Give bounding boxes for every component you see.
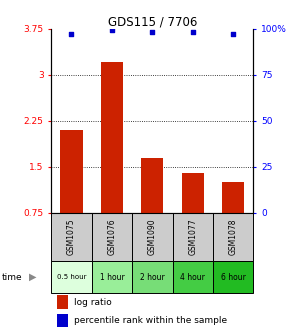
Bar: [173, 213, 213, 261]
Bar: [92, 261, 132, 293]
Text: log ratio: log ratio: [74, 298, 111, 307]
Bar: [60, 130, 83, 213]
Point: [231, 31, 236, 37]
Text: GSM1090: GSM1090: [148, 219, 157, 255]
Text: percentile rank within the sample: percentile rank within the sample: [74, 316, 227, 325]
Bar: [182, 173, 204, 213]
Text: 2 hour: 2 hour: [140, 272, 165, 282]
Point: [110, 28, 114, 33]
Bar: [213, 261, 253, 293]
Text: GSM1078: GSM1078: [229, 219, 238, 255]
Text: 4 hour: 4 hour: [180, 272, 205, 282]
Text: 1 hour: 1 hour: [100, 272, 124, 282]
Text: 0.5 hour: 0.5 hour: [57, 274, 86, 280]
Point: [69, 31, 74, 37]
Bar: [57, 295, 69, 309]
Point: [190, 30, 195, 35]
Bar: [101, 62, 123, 213]
Bar: [132, 213, 173, 261]
Bar: [92, 213, 132, 261]
Bar: [57, 313, 69, 328]
Text: ▶: ▶: [29, 272, 37, 282]
Text: GSM1076: GSM1076: [108, 219, 116, 255]
Point: [150, 30, 155, 35]
Bar: [51, 261, 92, 293]
Bar: [222, 182, 244, 213]
Bar: [213, 213, 253, 261]
Text: 6 hour: 6 hour: [221, 272, 246, 282]
Bar: [51, 213, 92, 261]
Text: time: time: [1, 272, 22, 282]
Bar: [141, 158, 163, 213]
Bar: [173, 261, 213, 293]
Title: GDS115 / 7706: GDS115 / 7706: [108, 15, 197, 29]
Text: GSM1075: GSM1075: [67, 219, 76, 255]
Text: GSM1077: GSM1077: [188, 219, 197, 255]
Bar: [132, 261, 173, 293]
